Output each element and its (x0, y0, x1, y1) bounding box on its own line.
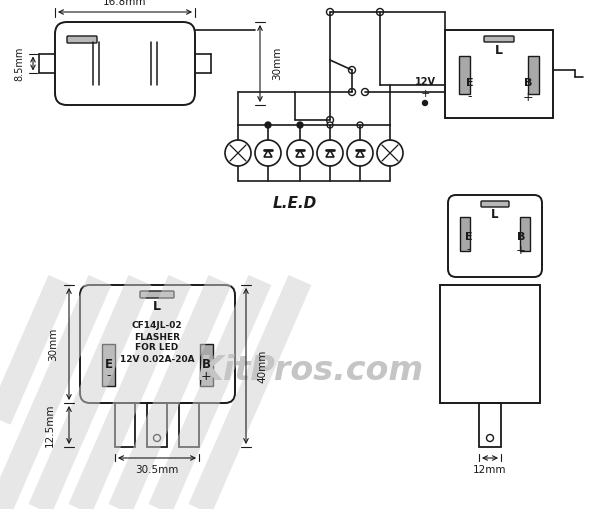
Text: L: L (495, 43, 503, 56)
Bar (460, 217, 470, 251)
Text: E: E (105, 357, 113, 371)
Text: FLASHER: FLASHER (134, 332, 180, 342)
Text: 30.5mm: 30.5mm (135, 465, 179, 475)
Circle shape (357, 122, 363, 128)
Bar (528, 56, 539, 94)
Circle shape (377, 140, 403, 166)
Text: B: B (517, 232, 525, 242)
Text: CF14JL-02: CF14JL-02 (132, 321, 182, 329)
Text: KitPros.com: KitPros.com (197, 353, 423, 386)
FancyBboxPatch shape (140, 291, 174, 298)
Text: -: - (107, 370, 111, 382)
Circle shape (154, 435, 160, 441)
Circle shape (225, 140, 251, 166)
Circle shape (265, 122, 271, 128)
Text: +: + (516, 243, 526, 257)
Text: 12V 0.02A-20A: 12V 0.02A-20A (120, 354, 194, 363)
Circle shape (377, 9, 383, 15)
Circle shape (486, 435, 493, 441)
Polygon shape (326, 150, 334, 157)
Bar (440, 285, 540, 403)
Text: +: + (523, 91, 533, 103)
Bar (179, 403, 199, 447)
Polygon shape (264, 150, 272, 157)
Text: 12V: 12V (414, 77, 436, 87)
Text: L: L (153, 300, 161, 314)
Text: 12mm: 12mm (473, 465, 507, 475)
Text: -: - (468, 91, 472, 103)
Polygon shape (356, 150, 364, 157)
Bar (147, 403, 167, 447)
Bar (115, 403, 135, 447)
Bar (102, 344, 115, 386)
Text: 30mm: 30mm (272, 47, 282, 80)
Text: -: - (467, 243, 471, 257)
Circle shape (349, 67, 355, 73)
Bar (479, 403, 501, 447)
Circle shape (287, 140, 313, 166)
Text: B: B (201, 357, 210, 371)
Text: L.E.D: L.E.D (273, 195, 317, 211)
Bar (445, 30, 553, 118)
Circle shape (297, 122, 303, 128)
FancyBboxPatch shape (67, 36, 97, 43)
Bar (200, 344, 213, 386)
Text: +: + (201, 370, 212, 382)
Circle shape (317, 140, 343, 166)
Text: 8.5mm: 8.5mm (14, 46, 24, 81)
Polygon shape (296, 150, 304, 157)
Text: FOR LED: FOR LED (135, 344, 179, 353)
Text: E: E (466, 78, 474, 88)
Text: 16.8mm: 16.8mm (103, 0, 147, 7)
FancyBboxPatch shape (481, 201, 509, 207)
Circle shape (347, 140, 373, 166)
Circle shape (327, 9, 334, 15)
Text: 12.5mm: 12.5mm (45, 403, 55, 447)
Circle shape (362, 89, 368, 96)
FancyBboxPatch shape (484, 36, 514, 42)
Circle shape (327, 122, 333, 128)
Text: L: L (491, 208, 499, 220)
Text: E: E (465, 232, 473, 242)
Bar (459, 56, 470, 94)
Text: 40mm: 40mm (257, 349, 267, 383)
Text: +: + (420, 89, 430, 99)
Text: 30mm: 30mm (48, 327, 58, 361)
Circle shape (327, 117, 334, 124)
Text: B: B (524, 78, 532, 88)
Circle shape (349, 89, 355, 96)
Circle shape (423, 100, 427, 105)
Circle shape (255, 140, 281, 166)
Bar (520, 217, 530, 251)
